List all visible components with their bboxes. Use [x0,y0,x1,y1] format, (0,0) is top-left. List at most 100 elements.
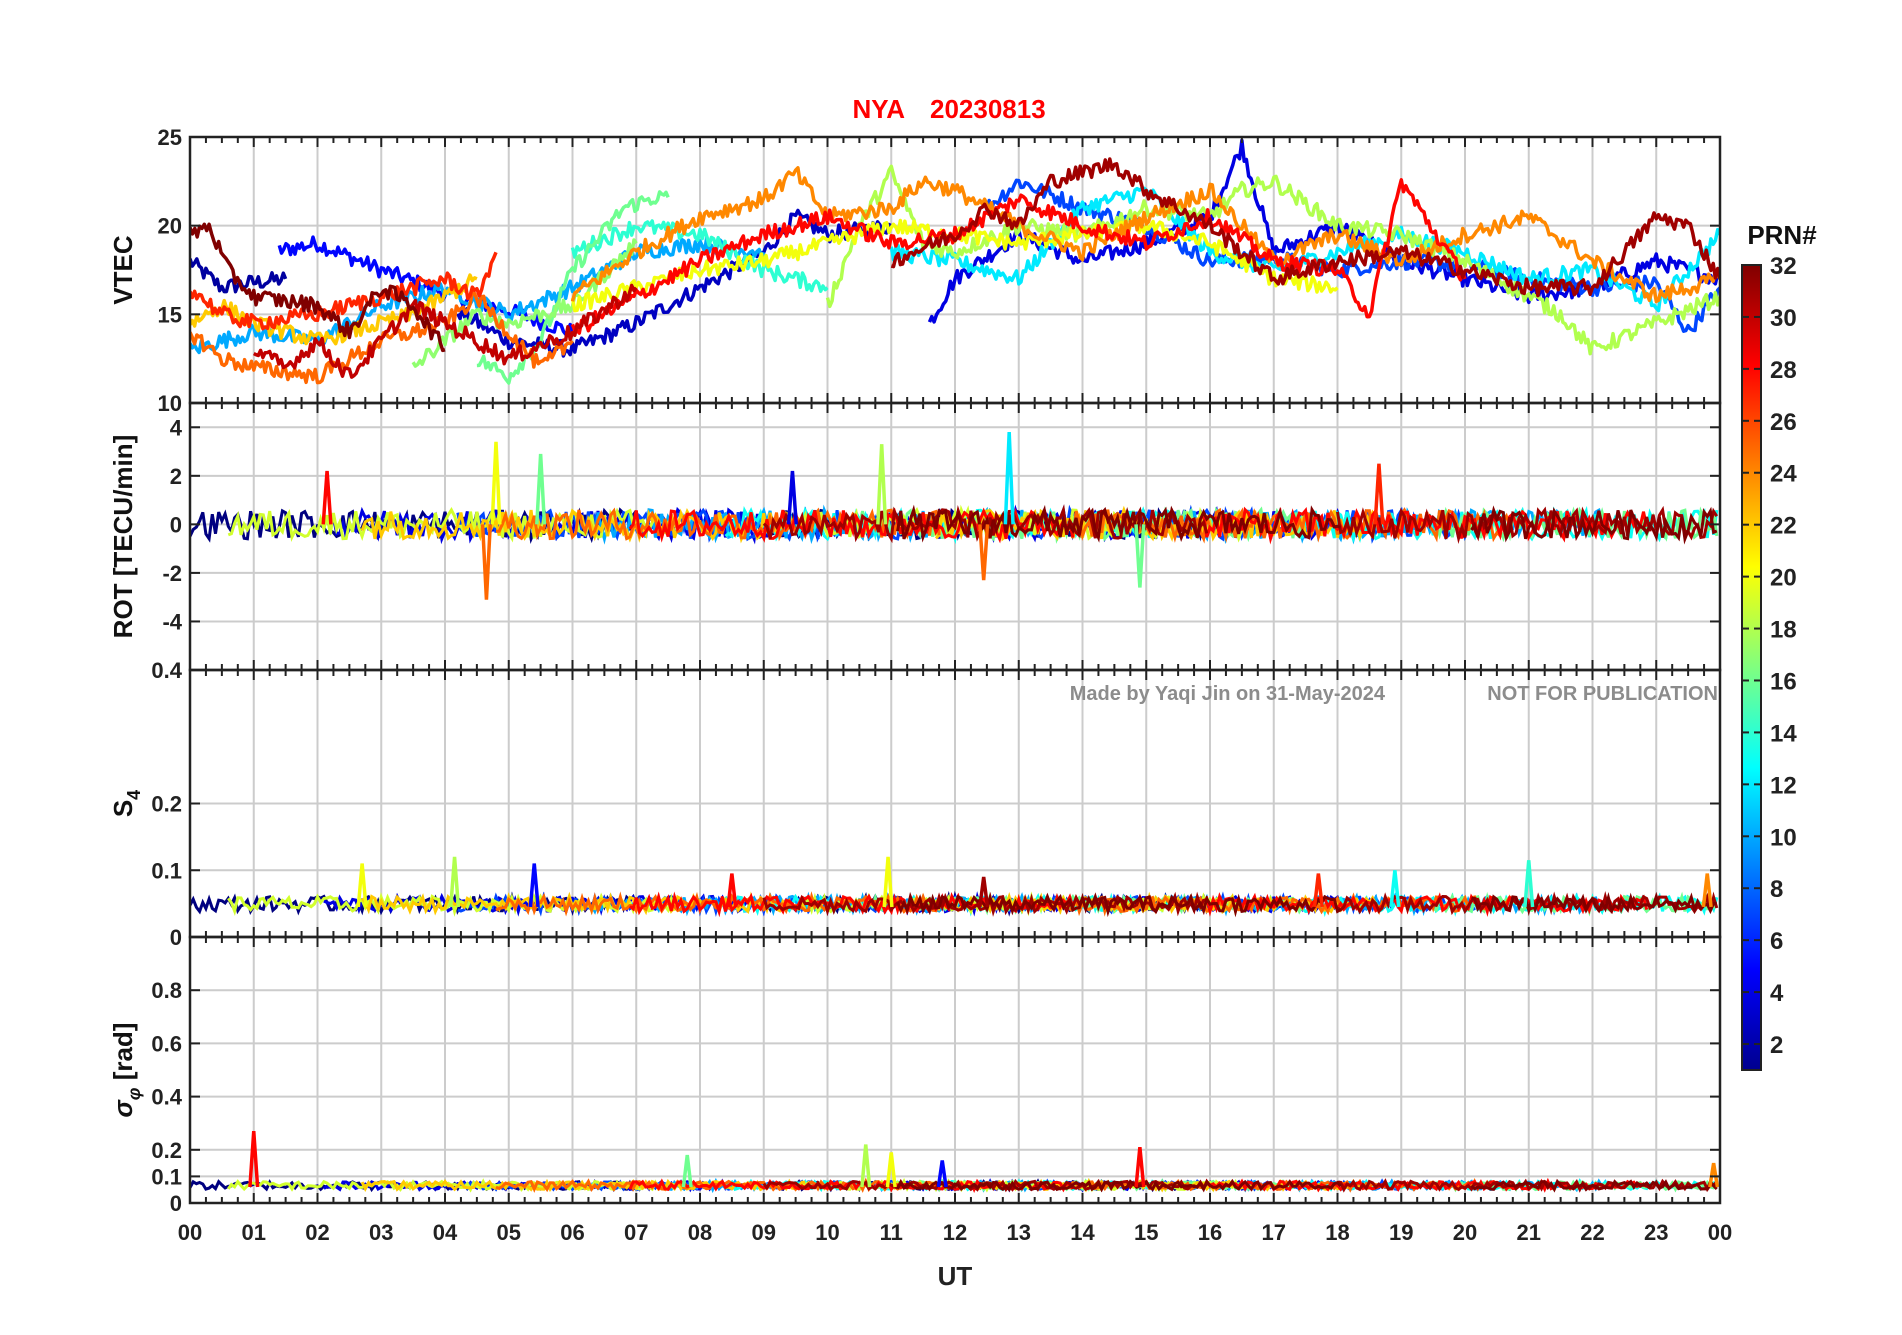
colorbar-tick-label: 16 [1770,668,1797,695]
x-tick-label: 06 [560,1220,584,1245]
spike-prn-5 [528,863,540,908]
series-vtec [190,138,1720,385]
x-tick-label: 04 [433,1220,458,1245]
series-line-prn-27 [190,251,498,331]
x-tick-label: 00 [1708,1220,1732,1245]
series-line-prn-10 [190,235,766,355]
x-tick-label: 19 [1389,1220,1413,1245]
y-tick-label: 0 [170,1191,182,1216]
y-tick-label: 0.1 [151,858,182,883]
spike-prn-27 [1312,873,1324,908]
x-tick-label: 18 [1325,1220,1349,1245]
y-tick-label: 0.4 [151,658,182,683]
chart-title-station: NYA [852,94,905,124]
y-tick-label: 25 [158,125,182,150]
series-line-prn-3 [456,208,893,358]
series-line-prn-32 [1470,1178,1718,1193]
x-tick-label: 07 [624,1220,648,1245]
series-line-prn-24 [570,166,1720,304]
y-tick-labels-s4: 0 0.1 0.2 0.4 [151,658,1720,950]
spike-prn-14 [1523,860,1535,908]
x-tick-label: 16 [1198,1220,1222,1245]
colorbar-tick-label: 2 [1770,1032,1783,1059]
x-tick-label: 14 [1070,1220,1095,1245]
y-axis-label-sigma_phi: σφ [rad] [108,1023,144,1118]
chart-title-date: 20230813 [930,94,1046,124]
colorbar-tick-label: 28 [1770,357,1797,384]
spike-prn-4 [786,470,799,525]
series-rot [190,432,1719,600]
x-tick-label: 17 [1262,1220,1286,1245]
spike-prn-18 [860,1144,872,1188]
x-tick-label: 23 [1644,1220,1668,1245]
series-line-prn-32 [896,504,1342,543]
x-tick-label: 11 [880,1220,903,1245]
colorbar-tick-label: 10 [1770,824,1797,851]
colorbar-tick-label: 14 [1770,720,1797,747]
y-tick-label: 0 [170,925,182,950]
y-axis-label-rot: ROT [TECU/min] [108,435,138,639]
y-tick-label: 20 [158,214,182,239]
spike-prn-27 [1373,463,1385,525]
watermark-notice: NOT FOR PUBLICATION [1487,683,1718,705]
y-tick-label: 0 [170,512,182,537]
colorbar-tick-label: 24 [1770,461,1797,488]
x-tick-label: 12 [943,1220,967,1245]
y-tick-label: 0.1 [151,1164,182,1189]
x-tick-label: 21 [1517,1220,1541,1245]
spike-prn-25 [978,524,990,581]
spike-prn-25 [480,524,493,600]
series-line-prn-28 [628,507,1075,544]
y-tick-labels-sigma_phi: 00.10.2 0.4 0.6 0.8 [151,978,1720,1216]
grid-sigma_phi [189,937,1721,1204]
colorbar-tick-label: 8 [1770,876,1783,903]
series-line-prn-32 [896,891,1342,918]
spike-prn-16 [681,1154,693,1188]
series-line-prn-16 [476,190,670,385]
series-line-prn-12 [889,186,1720,313]
x-tick-label: 09 [752,1220,776,1245]
series-line-prn-32 [190,222,446,353]
series-line-prn-31 [890,157,1720,298]
spike-prn-20 [490,441,502,525]
x-ticks-s4 [189,670,1721,937]
colorbar-tick-label: 32 [1770,253,1797,280]
series-line-prn-17 [411,238,638,368]
colorbar-tick-label: 26 [1770,409,1797,436]
colorbar-tick-label: 12 [1770,772,1797,799]
spike-prn-18 [876,444,888,525]
spike-prn-28 [321,470,333,525]
y-tick-label: 10 [158,391,182,416]
x-tick-label: 10 [815,1220,839,1245]
y-tick-label: -4 [162,609,182,634]
spike-prn-28 [1134,1146,1146,1188]
y-tick-label: 0.2 [151,792,182,817]
y-tick-labels-rot: -4 -2 0 2 4 [162,415,1720,634]
spike-prn-28 [248,1131,260,1188]
x-tick-label: 01 [242,1220,266,1245]
series-line-prn-30 [253,283,638,379]
series-line-prn-22 [190,273,478,346]
series-line-prn-31 [1336,505,1719,545]
colorbar-tick-label: 4 [1770,980,1784,1007]
x-tick-label: 05 [497,1220,521,1245]
colorbar-tick-label: 30 [1770,305,1797,332]
colorbar-title: PRN# [1747,220,1817,250]
colorbar-tick-label: 18 [1770,617,1797,644]
y-tick-label: 2 [170,464,182,489]
spike-prn-16 [1134,524,1146,588]
series-line-prn-18 [825,164,1720,356]
x-tick-label: 02 [305,1220,329,1245]
spike-prn-24 [1708,1162,1720,1188]
colorbar-gradient [1741,264,1762,1071]
spike-prn-20 [885,1152,897,1188]
spike-prn-13 [1389,870,1401,908]
panel-rot: -4 -2 0 2 4 ROT [TECU/min] [108,401,1722,672]
spike-prn-20 [882,856,894,908]
x-axis-label: UT [938,1261,973,1291]
panel-sigma_phi: 00.10.2 0.4 0.6 0.8 σφ [rad] [108,935,1722,1216]
series-line-prn-32 [1471,891,1717,917]
colorbar-tick-label: 22 [1770,513,1797,540]
spike-prn-28 [726,873,738,908]
